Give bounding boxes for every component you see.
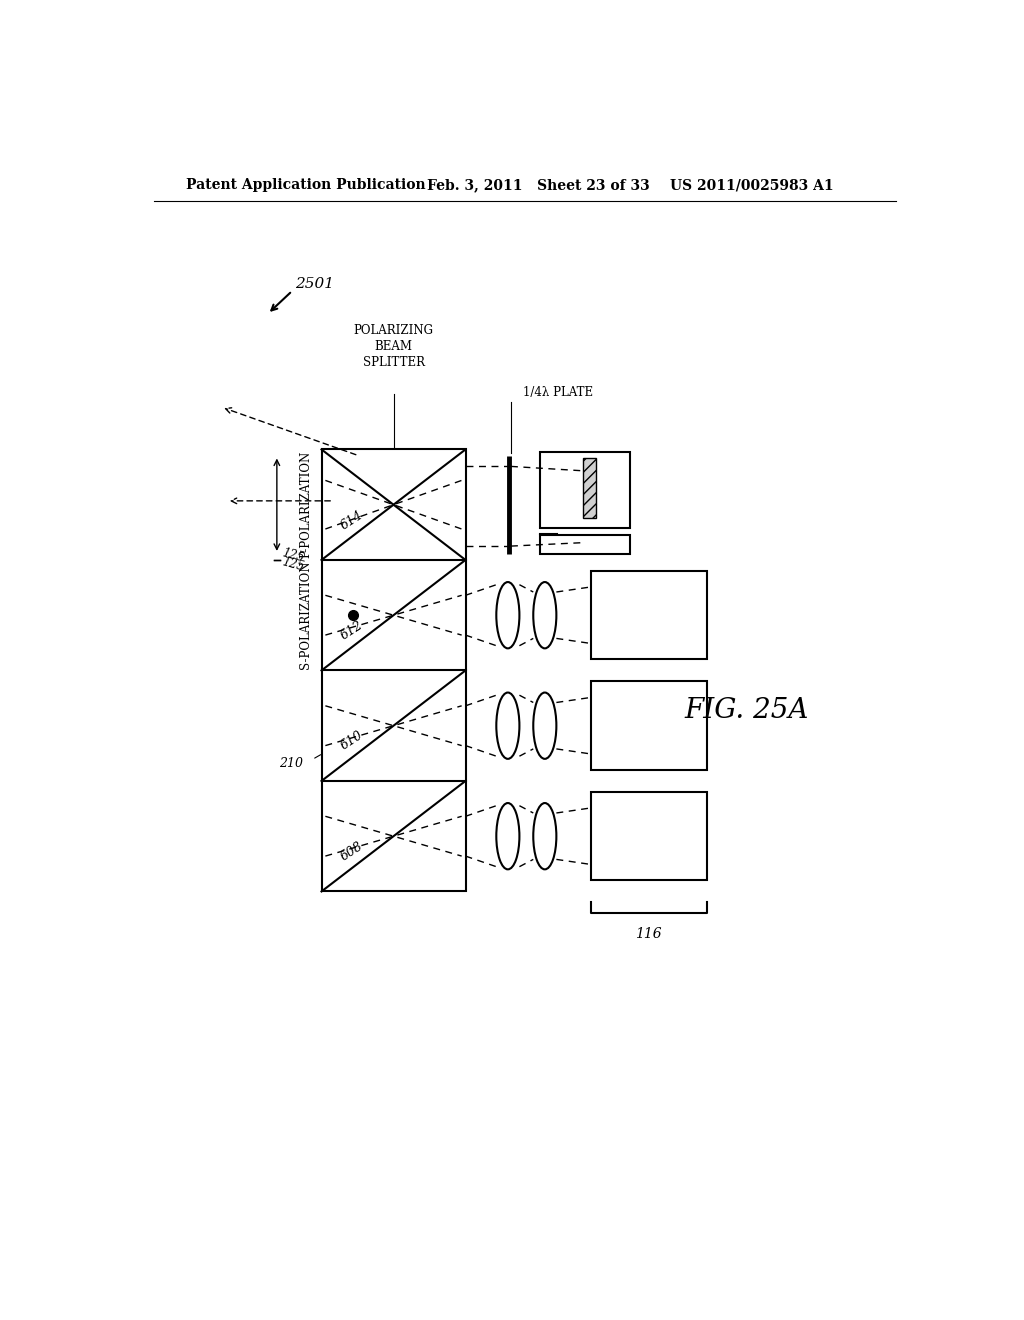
Text: 125: 125 [281,556,306,574]
Text: 125: 125 [281,546,306,565]
Text: Patent Application Publication: Patent Application Publication [186,178,426,193]
Bar [591,792,707,880]
Bar [591,572,707,660]
Text: US 2011/0025983 A1: US 2011/0025983 A1 [670,178,834,193]
Text: 1/4λ PLATE: 1/4λ PLATE [523,387,593,400]
Text: 210: 210 [280,758,303,770]
Text: POLARIZING
BEAM
SPLITTER: POLARIZING BEAM SPLITTER [353,323,433,368]
Text: 116: 116 [636,927,663,941]
Text: 2501: 2501 [295,277,334,290]
Text: 610: 610 [339,729,366,752]
Text: 614: 614 [339,508,366,532]
Bar [541,536,630,554]
Text: 608: 608 [339,840,366,863]
Bar [541,451,630,528]
Text: S-POLARIZATION: S-POLARIZATION [299,561,312,669]
Text: FIG. 25A: FIG. 25A [684,697,809,723]
Bar [583,458,596,519]
Text: 612: 612 [339,619,366,643]
Text: Feb. 3, 2011   Sheet 23 of 33: Feb. 3, 2011 Sheet 23 of 33 [427,178,650,193]
Text: P-POLARIZATION: P-POLARIZATION [299,451,312,558]
Bar [591,681,707,770]
